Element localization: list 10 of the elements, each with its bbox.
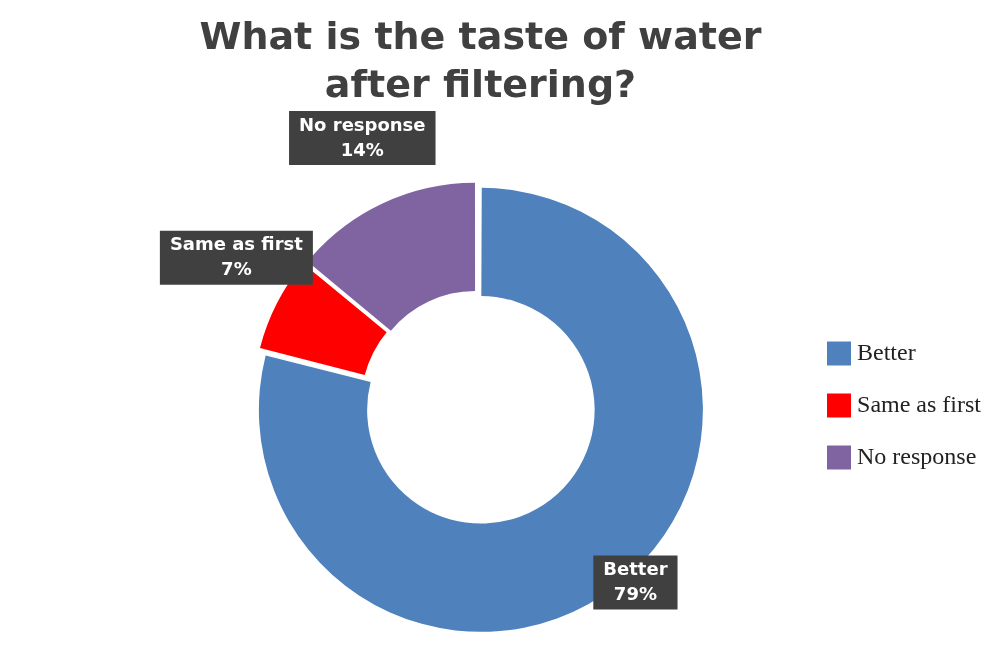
data-label: 79%	[613, 583, 657, 605]
legend-label: No response	[857, 442, 977, 469]
slice-label: Better	[603, 558, 668, 580]
data-label: 14%	[340, 138, 384, 160]
data-label: 7%	[221, 258, 252, 280]
legend-label: Same as first	[857, 390, 982, 417]
slice-label: Same as first	[169, 233, 304, 255]
chart-title: What is the taste of water after filtering?	[198, 13, 763, 108]
slice-label: No response	[299, 113, 426, 135]
legend-label: Better	[857, 338, 916, 365]
